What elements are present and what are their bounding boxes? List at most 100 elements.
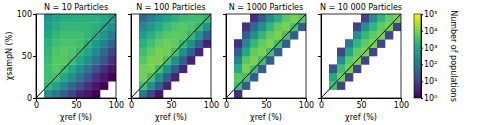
diagonal-line xyxy=(36,14,116,98)
heatmap-cell xyxy=(52,22,60,31)
heatmap-cell xyxy=(195,14,203,23)
x-tick-label: 100 xyxy=(394,101,409,110)
heatmap-cell xyxy=(68,14,76,23)
heatmap-cell xyxy=(242,81,250,90)
heatmap-cell xyxy=(60,81,68,90)
heatmap-cell xyxy=(385,31,393,40)
heatmap-cell xyxy=(163,48,171,57)
heatmap-cell xyxy=(361,31,369,40)
x-axis: 050100 xyxy=(129,98,219,110)
heatmap-cell xyxy=(195,31,203,40)
y-tick-mark xyxy=(318,56,321,57)
heatmap-cell xyxy=(345,73,353,82)
x-axis: 050100 xyxy=(224,98,314,110)
heatmap-cell xyxy=(369,22,377,31)
heatmap-cell xyxy=(258,64,266,73)
heatmap-cell xyxy=(44,48,52,57)
x-tick: 50 xyxy=(71,98,81,110)
heatmap-cell xyxy=(345,48,353,57)
colorbar-axis: 10⁰10¹10²10³10⁴10⁵ xyxy=(421,10,437,103)
heatmap-cell xyxy=(345,56,353,65)
heatmap-cell xyxy=(139,39,147,48)
heatmap-cell xyxy=(92,73,100,82)
heatmap-cell xyxy=(44,90,52,98)
heatmap-cell xyxy=(282,14,290,23)
heatmap-cell xyxy=(60,22,68,31)
x-tick: 0 xyxy=(34,98,39,110)
colorbar-tick-label: 10⁵ xyxy=(424,10,437,19)
heatmap-cell xyxy=(76,73,84,82)
y-tick-mark xyxy=(318,98,321,99)
x-axis-title: χref (%) xyxy=(345,113,377,122)
colorbar-tick: 10² xyxy=(421,60,437,69)
heatmap-cell xyxy=(52,64,60,73)
heatmap-cell xyxy=(155,73,163,82)
colorbar-tick-mark xyxy=(421,31,423,32)
plot-frame xyxy=(131,14,211,98)
heatmap-cell xyxy=(147,22,155,31)
colorbar-tick: 10⁴ xyxy=(421,27,437,36)
heatmap-cell xyxy=(179,64,187,73)
heatmap-cell xyxy=(298,22,306,31)
heatmap-cell xyxy=(353,39,361,48)
heatmap-cell xyxy=(258,39,266,48)
heatmap-cell xyxy=(369,14,377,23)
heatmap-cell xyxy=(179,22,187,31)
heatmap-cell xyxy=(84,48,92,57)
heatmap-cell xyxy=(329,64,337,73)
heatmap-cell xyxy=(250,22,258,31)
colorbar-gradient xyxy=(414,14,421,98)
y-tick-mark xyxy=(318,14,321,15)
colorbar-tick-mark xyxy=(421,64,423,65)
heatmap-cell xyxy=(139,90,147,98)
heatmap-cell xyxy=(282,39,290,48)
heatmap-cell xyxy=(274,22,282,31)
y-axis: 050100 xyxy=(17,10,37,103)
heatmap-cell xyxy=(250,31,258,40)
panel-title: N = 10 Particles xyxy=(44,3,108,12)
heatmap-cell xyxy=(100,48,108,57)
heatmap-cell xyxy=(100,14,108,23)
heatmap-cell xyxy=(385,14,393,23)
plot-area xyxy=(321,14,401,98)
colorbar-tick-mark xyxy=(421,48,423,49)
heatmap-cell xyxy=(195,48,203,57)
y-axis xyxy=(223,15,227,99)
heatmap-cell xyxy=(361,14,369,23)
heatmap-cell xyxy=(139,31,147,40)
heatmap-cell xyxy=(155,39,163,48)
heatmap-cell xyxy=(92,64,100,73)
heatmap-cell xyxy=(155,56,163,65)
colorbar-tick-mark xyxy=(421,98,423,99)
y-tick-mark xyxy=(223,56,226,57)
heatmap-cell xyxy=(108,48,116,57)
y-tick xyxy=(128,14,131,15)
heatmap-cell xyxy=(68,22,76,31)
y-axis-line xyxy=(128,15,132,99)
heatmap-cell xyxy=(84,81,92,90)
heatmap-cell xyxy=(155,22,163,31)
heatmap-cell xyxy=(163,64,171,73)
x-tick-label: 100 xyxy=(299,101,314,110)
heatmap-cell xyxy=(179,56,187,65)
heatmap-cell xyxy=(139,64,147,73)
heatmap-cell xyxy=(203,39,211,48)
heatmap-cell xyxy=(274,31,282,40)
heatmap-cell xyxy=(163,39,171,48)
heatmap-cell xyxy=(108,39,116,48)
heatmap-cell xyxy=(258,31,266,40)
heatmap-cell xyxy=(100,64,108,73)
plot-frame xyxy=(321,14,401,98)
colorbar-tick: 10⁰ xyxy=(421,94,437,103)
heatmap-cell xyxy=(187,39,195,48)
heatmap-cell xyxy=(242,31,250,40)
heatmap-cell xyxy=(171,31,179,40)
heatmap-cell xyxy=(76,64,84,73)
heatmap-cell xyxy=(84,14,92,23)
heatmap-cell xyxy=(60,31,68,40)
heatmap-cell xyxy=(52,81,60,90)
heatmap-cell xyxy=(68,39,76,48)
heatmap-cell xyxy=(187,22,195,31)
heatmap-cell xyxy=(139,48,147,57)
y-tick-label: 0 xyxy=(27,94,32,103)
